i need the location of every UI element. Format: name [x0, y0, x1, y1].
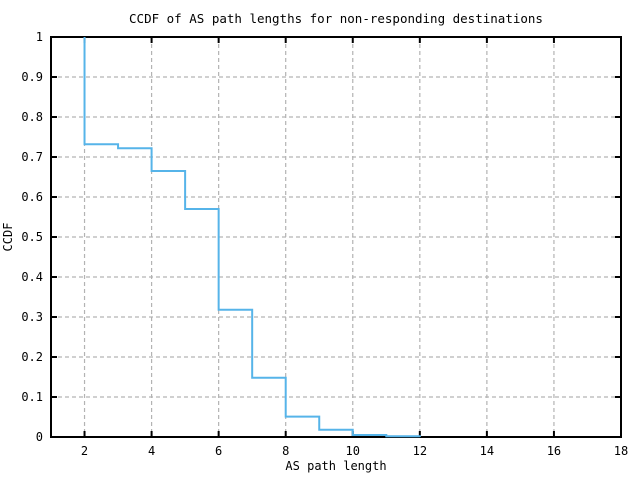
x-tick-label: 12 — [413, 444, 427, 458]
y-tick-label: 0.5 — [21, 230, 43, 244]
y-tick-label: 0.7 — [21, 150, 43, 164]
ccdf-step-line — [83, 37, 421, 438]
x-tick-label: 10 — [346, 444, 360, 458]
y-tick-label: 0.3 — [21, 310, 43, 324]
y-tick-label: 0.9 — [21, 70, 43, 84]
x-tick-label: 14 — [480, 444, 494, 458]
y-tick-label: 0.1 — [21, 390, 43, 404]
y-tick-label: 1 — [36, 30, 43, 44]
x-tick-label: 18 — [614, 444, 628, 458]
axis-layer: 2 4 6 8 10 12 14 16 18 0 0.1 0.2 0.3 0.4 0.5 0.6 0.7 0.8 0… — [21, 30, 628, 458]
x-tick-label: 6 — [215, 444, 222, 458]
chart-title: CCDF of AS path lengths for non-respondi… — [129, 11, 543, 26]
x-tick-label: 4 — [148, 444, 155, 458]
x-tick-label: 2 — [81, 444, 88, 458]
y-tick-label: 0.8 — [21, 110, 43, 124]
y-tick-label: 0.6 — [21, 190, 43, 204]
grid-layer — [51, 37, 621, 437]
y-tick-label: 0.4 — [21, 270, 43, 284]
x-axis-label: AS path length — [285, 459, 386, 473]
y-tick-label: 0 — [36, 430, 43, 444]
y-tick-label: 0.2 — [21, 350, 43, 364]
series-layer — [83, 37, 421, 438]
y-axis-label: CCDF — [1, 223, 15, 252]
x-tick-label: 16 — [547, 444, 561, 458]
x-tick-label: 8 — [282, 444, 289, 458]
